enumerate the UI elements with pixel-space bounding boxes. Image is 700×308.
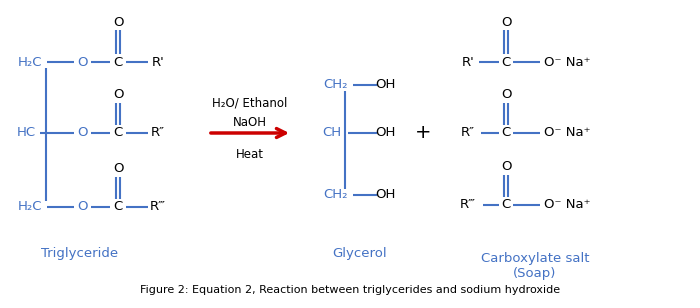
Text: O⁻ Na⁺: O⁻ Na⁺ bbox=[544, 55, 590, 68]
Text: C: C bbox=[501, 127, 510, 140]
Text: Carboxylate salt
(Soap): Carboxylate salt (Soap) bbox=[481, 252, 589, 280]
Text: CH₂: CH₂ bbox=[323, 79, 347, 91]
Text: O: O bbox=[500, 15, 511, 29]
Text: R‴: R‴ bbox=[460, 198, 476, 212]
Text: Glycerol: Glycerol bbox=[332, 246, 387, 260]
Text: O: O bbox=[500, 160, 511, 173]
Text: O: O bbox=[113, 88, 123, 102]
Text: O: O bbox=[500, 88, 511, 102]
Text: Triglyceride: Triglyceride bbox=[41, 246, 118, 260]
Text: O: O bbox=[113, 15, 123, 29]
Text: O: O bbox=[77, 201, 88, 213]
Text: R‴: R‴ bbox=[150, 201, 166, 213]
Text: CH₂: CH₂ bbox=[323, 188, 347, 201]
Text: C: C bbox=[113, 127, 122, 140]
Text: R': R' bbox=[461, 55, 475, 68]
Text: C: C bbox=[501, 198, 510, 212]
Text: R': R' bbox=[152, 55, 164, 68]
Text: H₂C: H₂C bbox=[18, 201, 42, 213]
Text: NaOH: NaOH bbox=[233, 116, 267, 129]
Text: Heat: Heat bbox=[236, 148, 264, 161]
Text: HC: HC bbox=[16, 127, 36, 140]
Text: C: C bbox=[113, 55, 122, 68]
Text: O: O bbox=[77, 55, 88, 68]
Text: OH: OH bbox=[374, 127, 395, 140]
Text: OH: OH bbox=[374, 79, 395, 91]
Text: Figure 2: Equation 2, Reaction between triglycerides and sodium hydroxide: Figure 2: Equation 2, Reaction between t… bbox=[140, 285, 560, 295]
Text: +: + bbox=[414, 124, 431, 143]
Text: O⁻ Na⁺: O⁻ Na⁺ bbox=[544, 127, 590, 140]
Text: O: O bbox=[113, 163, 123, 176]
Text: H₂C: H₂C bbox=[18, 55, 42, 68]
Text: O: O bbox=[77, 127, 88, 140]
Text: R″: R″ bbox=[151, 127, 165, 140]
Text: C: C bbox=[113, 201, 122, 213]
Text: OH: OH bbox=[374, 188, 395, 201]
Text: C: C bbox=[501, 55, 510, 68]
Text: CH: CH bbox=[323, 127, 342, 140]
Text: R″: R″ bbox=[461, 127, 475, 140]
Text: O⁻ Na⁺: O⁻ Na⁺ bbox=[544, 198, 590, 212]
Text: H₂O/ Ethanol: H₂O/ Ethanol bbox=[212, 96, 288, 110]
